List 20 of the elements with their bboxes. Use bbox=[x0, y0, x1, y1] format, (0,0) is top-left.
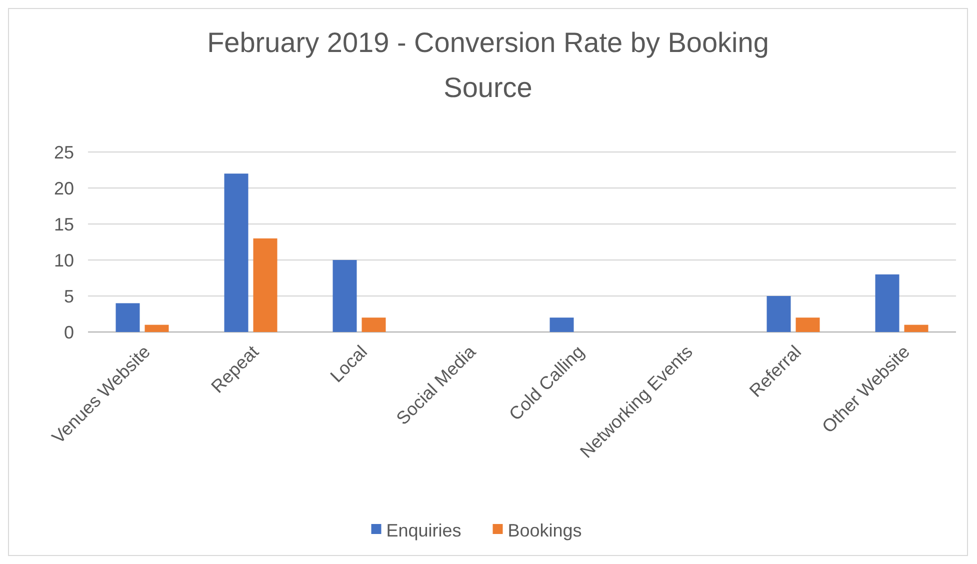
y-tick-label: 25 bbox=[54, 142, 74, 162]
bar bbox=[766, 296, 791, 332]
y-tick-label: 20 bbox=[54, 178, 74, 198]
bar bbox=[224, 174, 248, 332]
bar bbox=[332, 260, 357, 332]
legend-label: Enquiries bbox=[386, 520, 462, 540]
bar bbox=[796, 318, 820, 332]
bar bbox=[904, 324, 928, 332]
legend-label: Bookings bbox=[508, 520, 582, 540]
y-tick-label: 15 bbox=[54, 214, 74, 234]
y-tick-label: 5 bbox=[64, 286, 74, 306]
bar bbox=[550, 318, 574, 332]
bar bbox=[875, 274, 900, 332]
y-tick-label: 10 bbox=[54, 250, 74, 270]
bar bbox=[144, 324, 169, 332]
bar bbox=[253, 238, 278, 332]
y-tick-label: 0 bbox=[64, 322, 74, 342]
bar bbox=[362, 318, 386, 332]
bar bbox=[116, 303, 140, 332]
chart-title: February 2019 - Conversion Rate by Booking Source bbox=[207, 27, 769, 103]
